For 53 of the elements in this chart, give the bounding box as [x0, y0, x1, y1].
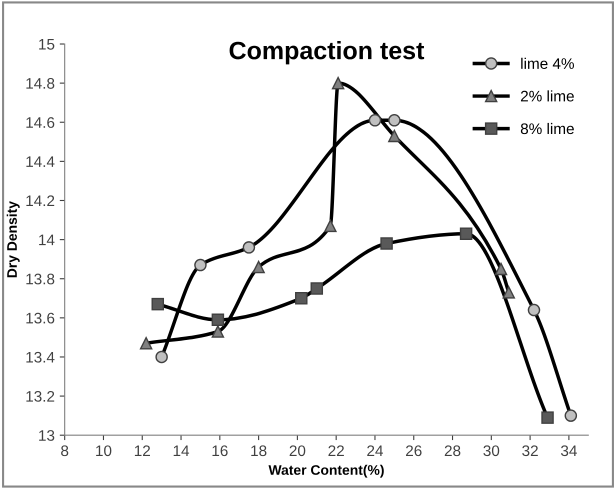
point — [252, 260, 265, 274]
point — [324, 220, 337, 232]
x-tick-label: 34 — [560, 445, 577, 456]
point — [155, 350, 168, 364]
y-tick-label: 13 — [39, 430, 54, 441]
point — [460, 227, 472, 240]
x-tick-label: 12 — [134, 445, 150, 456]
point — [541, 411, 554, 424]
point — [212, 314, 224, 326]
point — [332, 76, 344, 90]
point — [310, 282, 324, 295]
x-tick-label: 26 — [406, 445, 422, 456]
y-axis-title: Dry Density — [6, 201, 20, 278]
x-tick-label: 22 — [328, 445, 344, 456]
x-axis-title: Water Content(%) — [268, 464, 384, 478]
y-tick-label: 14.6 — [26, 117, 54, 128]
y-tick-label: 13.2 — [26, 390, 54, 402]
point — [494, 262, 508, 276]
point — [295, 292, 308, 305]
point — [564, 409, 578, 422]
point — [502, 286, 516, 299]
point — [388, 114, 401, 127]
point — [194, 258, 207, 272]
point — [140, 337, 152, 350]
point — [368, 114, 382, 127]
point — [212, 325, 224, 338]
y-tick-label: 13.6 — [26, 312, 54, 324]
point — [242, 241, 256, 254]
chart-title: Compaction test — [230, 41, 424, 64]
y-tick-label: 14 — [39, 234, 55, 246]
y-tick-label: 14.4 — [26, 156, 55, 167]
y-tick-label: 13.4 — [26, 352, 55, 363]
x-tick-label: 14 — [174, 445, 190, 456]
x-tick-label: 8 — [61, 445, 68, 456]
x-tick-label: 28 — [444, 445, 460, 456]
y-tick-label: 14.8 — [26, 78, 54, 89]
x-tick-label: 24 — [367, 445, 384, 456]
y-tick-label: 13.8 — [26, 274, 54, 284]
x-tick-label: 16 — [212, 445, 228, 456]
y-tick-label: 14.2 — [26, 195, 54, 206]
point — [388, 130, 401, 142]
legend-label: lime 4% — [521, 58, 574, 69]
point — [380, 237, 393, 250]
x-tick-label: 18 — [251, 445, 266, 456]
y-tick-label: 15 — [39, 39, 54, 50]
x-tick-label: 32 — [522, 445, 538, 456]
legend-label: 2% lime — [520, 90, 574, 102]
x-tick-label: 30 — [483, 445, 500, 456]
legend-label: 8% lime — [520, 122, 574, 134]
point — [152, 298, 164, 310]
x-tick-label: 10 — [96, 445, 112, 456]
point — [528, 304, 540, 316]
x-tick-label: 20 — [290, 445, 306, 456]
